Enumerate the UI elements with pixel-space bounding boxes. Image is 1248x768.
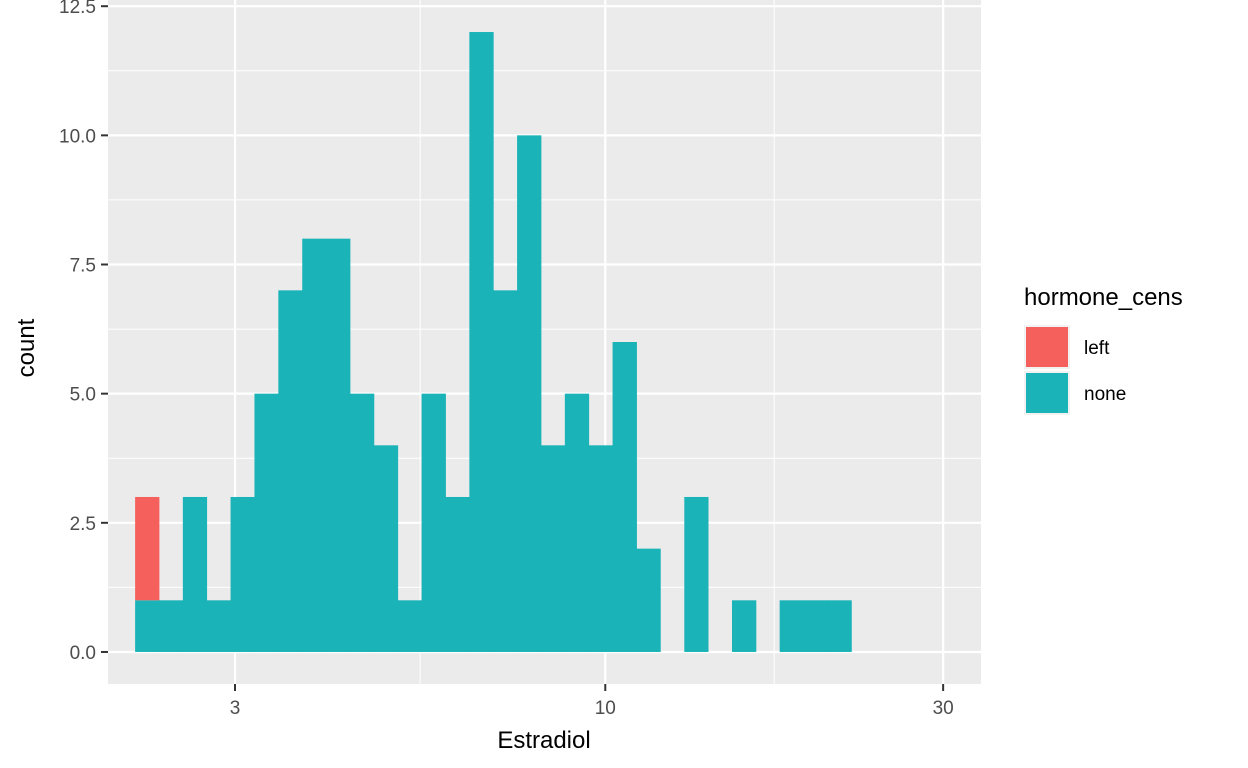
bar-none	[254, 393, 279, 652]
y-tick-label: 5.0	[70, 385, 96, 406]
x-tick-label: 3	[230, 698, 241, 719]
bar-none	[349, 393, 375, 652]
bar-none	[326, 238, 351, 652]
legend-key-none	[1026, 373, 1068, 413]
bar-none	[469, 32, 494, 652]
bar-left	[135, 496, 160, 601]
bar-none	[517, 135, 542, 652]
x-tick-label: 30	[933, 698, 954, 719]
bar-none	[636, 548, 661, 652]
bar-none	[302, 238, 327, 652]
bar-none	[612, 342, 637, 652]
y-tick-label: 10.0	[59, 126, 96, 147]
bar-none	[445, 496, 470, 652]
bar-none	[278, 290, 303, 652]
bar-none	[182, 496, 208, 652]
bar-none	[779, 600, 805, 652]
bar-none	[373, 445, 399, 652]
bar-none	[397, 600, 422, 652]
axis-layer: 0.0 2.5 5.0 7.5 10.0 12.5 3 10 30	[59, 0, 954, 719]
legend-label-left: left	[1084, 338, 1110, 359]
legend: hormone_cens left none	[1024, 284, 1183, 415]
y-tick-label: 0.0	[70, 643, 96, 664]
bar-none	[588, 445, 613, 652]
bar-none	[540, 445, 566, 652]
bar-none	[732, 600, 757, 652]
y-tick-label: 2.5	[70, 514, 96, 535]
x-tick-label: 10	[595, 698, 616, 719]
x-axis-title: Estradiol	[497, 727, 590, 754]
legend-title: hormone_cens	[1024, 284, 1183, 311]
bar-none	[206, 600, 231, 652]
bar-none	[493, 290, 518, 652]
bar-none	[230, 496, 255, 652]
bar-none	[684, 496, 709, 652]
bars-layer	[135, 32, 852, 652]
legend-key-left	[1026, 327, 1068, 367]
y-tick-label: 7.5	[70, 256, 96, 277]
bar-none	[803, 600, 828, 652]
y-tick-label: 12.5	[59, 0, 96, 18]
bar-none	[827, 600, 852, 652]
legend-label-none: none	[1084, 384, 1126, 405]
legend-items: left none	[1024, 325, 1126, 415]
bar-none	[135, 600, 160, 652]
y-axis-title: count	[13, 318, 40, 377]
bar-none	[158, 600, 184, 652]
bar-none	[421, 393, 446, 652]
bar-none	[564, 393, 590, 652]
